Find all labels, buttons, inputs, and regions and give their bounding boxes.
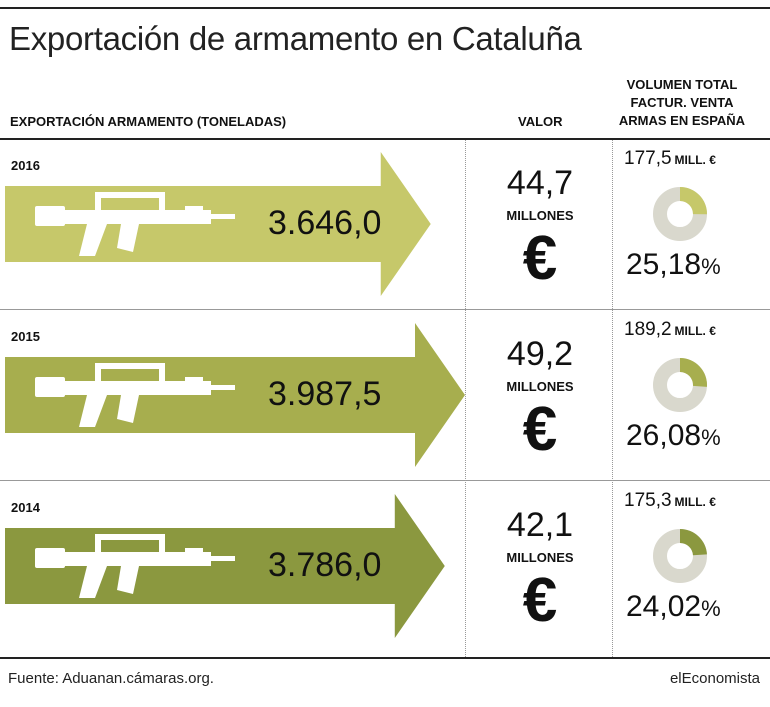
brand-logo: elEconomista xyxy=(669,670,760,687)
row-divider xyxy=(0,480,770,481)
valor-unit-label: MILLONES xyxy=(506,550,574,565)
donut-share-slice xyxy=(680,529,707,556)
euro-icon: € xyxy=(522,395,558,464)
source-note: Fuente: Aduanan.cámaras.org. xyxy=(8,670,214,687)
percentage-number: 25,18 xyxy=(626,248,702,281)
column-divider-valor xyxy=(465,140,466,657)
tonnage-value: 3.786,0 xyxy=(268,546,382,584)
percentage-symbol: % xyxy=(701,596,721,621)
percentage-value: 25,18% xyxy=(626,248,721,282)
row-divider xyxy=(0,309,770,310)
tonnage-bar xyxy=(5,323,465,467)
header-exportacion: EXPORTACIÓN ARMAMENTO (TONELADAS) xyxy=(10,114,287,129)
rifle-icon xyxy=(35,534,235,598)
share-donut xyxy=(653,358,707,412)
chart-title: Exportación de armamento en Cataluña xyxy=(9,20,582,57)
row-year-label: 2015 xyxy=(11,329,40,344)
volumen-number: 177,5 xyxy=(624,148,672,169)
share-donut xyxy=(653,187,707,241)
valor-value: 44,7 xyxy=(506,164,574,202)
donut-share-slice xyxy=(680,187,707,215)
header-volumen: VOLUMEN TOTAL FACTUR. VENTA ARMAS EN ESP… xyxy=(618,77,746,128)
volumen-unit: MILL. € xyxy=(674,324,716,338)
tonnage-arrow xyxy=(5,152,431,296)
top-rule xyxy=(0,7,770,9)
tonnage-arrow xyxy=(5,494,445,638)
valor-unit-label: MILLONES xyxy=(506,208,574,223)
percentage-number: 24,02 xyxy=(626,590,702,623)
percentage-value: 24,02% xyxy=(626,590,721,624)
valor-unit-label: MILLONES xyxy=(506,379,574,394)
header-valor: VALOR xyxy=(518,114,563,129)
tonnage-value: 3.987,5 xyxy=(268,375,382,413)
header-rule xyxy=(0,138,770,140)
tonnage-value: 3.646,0 xyxy=(268,204,382,242)
tonnage-bar xyxy=(5,152,431,296)
euro-icon: € xyxy=(522,566,558,635)
volumen-value: 177,5 MILL. € xyxy=(624,148,716,170)
volumen-value: 175,3 MILL. € xyxy=(624,490,716,512)
footer-rule xyxy=(0,657,770,659)
tonnage-bar xyxy=(5,494,445,638)
volumen-unit: MILL. € xyxy=(674,153,716,167)
tonnage-arrow xyxy=(5,323,465,467)
share-donut xyxy=(653,529,707,583)
volumen-number: 175,3 xyxy=(624,490,672,511)
percentage-symbol: % xyxy=(701,425,721,450)
donut-share-slice xyxy=(680,358,707,387)
row-year-label: 2014 xyxy=(11,500,40,515)
valor-value: 42,1 xyxy=(506,506,574,544)
table-row: 2015 3.987,5 49,2 MILLONES €189,2 MILL. € 26,0… xyxy=(0,311,770,483)
percentage-number: 26,08 xyxy=(626,419,702,452)
percentage-value: 26,08% xyxy=(626,419,721,453)
row-year-label: 2016 xyxy=(11,158,40,173)
valor-value: 49,2 xyxy=(506,335,574,373)
volumen-number: 189,2 xyxy=(624,319,672,340)
volumen-unit: MILL. € xyxy=(674,495,716,509)
percentage-symbol: % xyxy=(701,254,721,279)
table-row: 2014 3.786,0 42,1 MILLONES €175,3 MILL. € 24,0… xyxy=(0,482,770,654)
euro-icon: € xyxy=(522,224,558,293)
rifle-icon xyxy=(35,363,235,427)
column-divider-volumen xyxy=(612,140,613,657)
volumen-value: 189,2 MILL. € xyxy=(624,319,716,341)
rifle-icon xyxy=(35,192,235,256)
table-row: 2016 3.646,0 44,7 MILLONES €177,5 MILL. € 25,1… xyxy=(0,140,770,312)
